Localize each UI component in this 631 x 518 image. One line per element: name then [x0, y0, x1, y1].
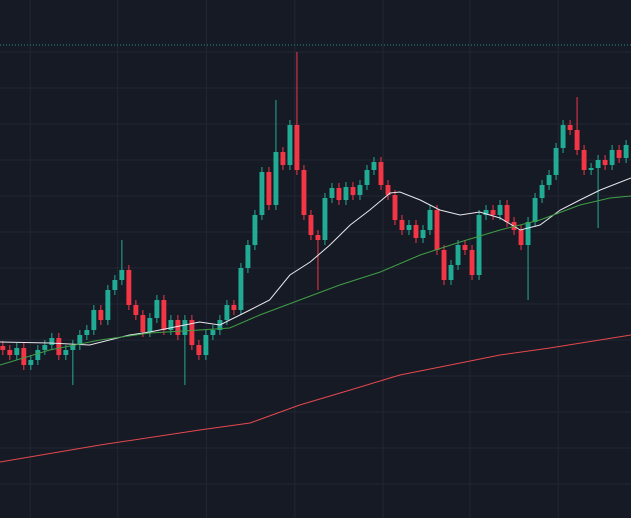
- candle-body: [497, 205, 503, 215]
- candle-body: [196, 345, 202, 355]
- candle-body: [560, 125, 566, 148]
- candle-body: [532, 198, 538, 222]
- candle-body: [371, 162, 377, 170]
- candle-body: [581, 150, 587, 170]
- candle-body: [301, 170, 307, 215]
- candle-body: [413, 225, 419, 238]
- candle-body: [462, 245, 468, 250]
- candle-body: [56, 338, 62, 355]
- candle-body: [7, 350, 13, 355]
- candle-body: [91, 310, 97, 330]
- candle-body: [210, 330, 216, 335]
- candle-body: [21, 348, 27, 365]
- moving-average: [0, 177, 631, 346]
- candle-body: [175, 320, 181, 335]
- candle-body: [483, 210, 489, 215]
- candle-body: [441, 250, 447, 280]
- candle-body: [357, 185, 363, 195]
- candle-body: [245, 245, 251, 268]
- candle-body: [98, 310, 104, 320]
- moving-average: [0, 195, 631, 366]
- candle-body: [105, 290, 111, 320]
- candle-body: [49, 338, 55, 345]
- candle-body: [336, 188, 342, 200]
- candle-body: [392, 195, 398, 220]
- candle-body: [322, 198, 328, 240]
- candle-body: [182, 320, 188, 335]
- candle-body: [364, 170, 370, 185]
- candle-body: [161, 300, 167, 330]
- moving-average: [0, 334, 631, 463]
- candle-body: [252, 215, 258, 245]
- candle-body: [273, 152, 279, 205]
- candle-body: [42, 345, 48, 350]
- candle-body: [525, 222, 531, 245]
- candle-body: [518, 230, 524, 245]
- candle-body: [280, 152, 286, 165]
- candle-body: [420, 230, 426, 238]
- candle-body: [133, 305, 139, 315]
- candle-body: [476, 215, 482, 275]
- candle-body: [469, 250, 475, 275]
- candle-body: [35, 350, 41, 360]
- candle-body: [399, 220, 405, 230]
- candle-body: [119, 270, 125, 280]
- candle-body: [294, 125, 300, 170]
- candle-body: [308, 215, 314, 235]
- candle-body: [203, 335, 209, 355]
- candle-body: [567, 125, 573, 130]
- candle-body: [231, 305, 237, 310]
- candle-body: [595, 160, 601, 168]
- candle-body: [434, 210, 440, 250]
- candle-body: [343, 187, 349, 200]
- candle-body: [385, 185, 391, 195]
- candle-body: [14, 348, 20, 355]
- candle-body: [427, 210, 433, 230]
- candle-body: [154, 300, 160, 318]
- candle-body: [602, 160, 608, 165]
- candle-body: [350, 187, 356, 195]
- candle-body: [287, 125, 293, 165]
- candle-body: [588, 168, 594, 170]
- candle-body: [77, 335, 83, 345]
- candle-body: [406, 225, 412, 230]
- candle-body: [553, 148, 559, 175]
- candle-body: [574, 130, 580, 150]
- candle-body: [147, 318, 153, 332]
- candle-body: [84, 330, 90, 335]
- candle-body: [259, 172, 265, 215]
- candle-body: [266, 172, 272, 205]
- candle-body: [315, 235, 321, 240]
- candle-body: [168, 320, 174, 330]
- candle-body: [546, 175, 552, 185]
- candle-body: [609, 150, 615, 165]
- candle-body: [112, 280, 118, 290]
- candle-body: [0, 346, 6, 350]
- candle-body: [455, 245, 461, 265]
- candle-body: [238, 268, 244, 310]
- candle-body: [539, 185, 545, 198]
- candle-body: [448, 265, 454, 280]
- candle-body: [616, 150, 622, 158]
- candle-body: [140, 315, 146, 332]
- candle-body: [623, 145, 629, 158]
- candle-body: [63, 350, 69, 355]
- candle-body: [126, 270, 132, 305]
- candle-body: [504, 205, 510, 222]
- candle-body: [329, 188, 335, 198]
- candle-body: [224, 305, 230, 320]
- candle-body: [378, 162, 384, 185]
- candle-body: [70, 345, 76, 350]
- candle-body: [28, 360, 34, 365]
- candle-body: [189, 320, 195, 345]
- candle-body: [490, 210, 496, 215]
